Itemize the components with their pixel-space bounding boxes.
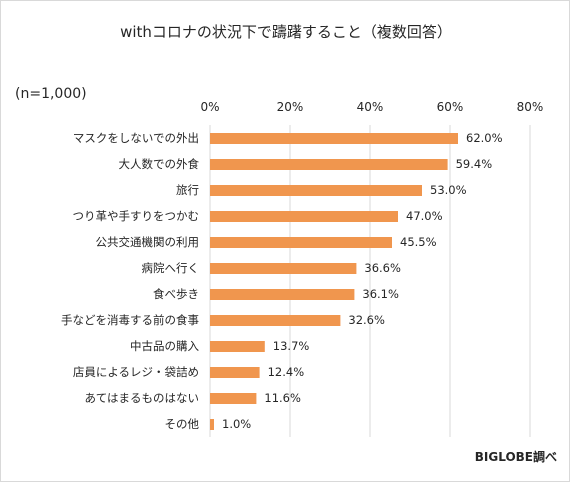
- category-label: 手などを消毒する前の食事: [61, 313, 199, 327]
- sample-size-note: (n=1,000): [15, 86, 87, 102]
- category-label: 食べ歩き: [153, 287, 199, 301]
- category-label: 病院へ行く: [142, 261, 200, 275]
- bar: [210, 393, 257, 404]
- category-label: 公共交通機関の利用: [96, 235, 200, 249]
- data-label: 59.4%: [456, 157, 493, 171]
- bar: [210, 315, 341, 326]
- category-label: 大人数での外食: [119, 157, 200, 171]
- x-tick-label: 60%: [437, 100, 464, 114]
- bar: [210, 133, 458, 144]
- bar: [210, 211, 398, 222]
- bar: [210, 159, 448, 170]
- category-label: 中古品の購入: [130, 339, 199, 353]
- x-tick-label: 80%: [517, 100, 544, 114]
- x-tick-label: 40%: [357, 100, 384, 114]
- bar: [210, 185, 422, 196]
- bar: [210, 289, 355, 300]
- data-label: 53.0%: [430, 183, 467, 197]
- chart-title: withコロナの状況下で躊躇すること（複数回答）: [120, 23, 452, 41]
- category-label: マスクをしないでの外出: [73, 131, 199, 145]
- bar: [210, 237, 392, 248]
- data-label: 11.6%: [264, 391, 301, 405]
- category-label: 旅行: [176, 183, 199, 197]
- category-label: 店員によるレジ・袋詰め: [73, 365, 199, 379]
- data-label: 45.5%: [400, 235, 437, 249]
- data-label: 36.6%: [364, 261, 401, 275]
- category-label: その他: [165, 417, 200, 431]
- x-tick-label: 0%: [200, 100, 219, 114]
- data-label: 32.6%: [348, 313, 385, 327]
- bar: [210, 341, 265, 352]
- bar: [210, 419, 214, 430]
- category-label: あてはまるものはない: [84, 391, 199, 405]
- x-tick-label: 20%: [277, 100, 304, 114]
- data-label: 1.0%: [222, 417, 251, 431]
- source-credit: BIGLOBE調べ: [474, 450, 557, 464]
- category-label: つり革や手すりをつかむ: [73, 209, 200, 223]
- bar: [210, 367, 260, 378]
- bar: [210, 263, 357, 274]
- data-label: 36.1%: [362, 287, 399, 301]
- data-label: 12.4%: [268, 365, 305, 379]
- data-label: 13.7%: [273, 339, 310, 353]
- data-label: 47.0%: [406, 209, 443, 223]
- data-label: 62.0%: [466, 131, 503, 145]
